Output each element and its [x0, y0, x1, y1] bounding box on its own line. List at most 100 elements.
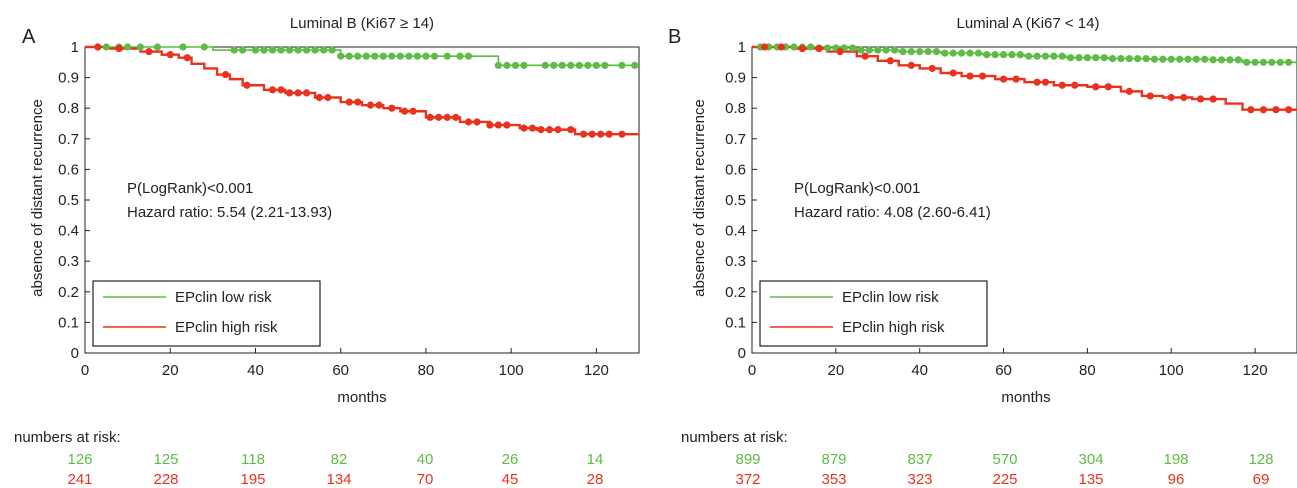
x-tick-label: 120 — [1243, 362, 1268, 379]
x-axis-label: months — [1001, 389, 1050, 406]
high-risk-censor-mark — [545, 126, 554, 134]
low-risk-censor-mark — [1176, 55, 1184, 63]
low-risk-censor-mark — [1008, 51, 1016, 59]
high-risk-censor-mark — [354, 98, 362, 106]
high-risk-censor-mark — [528, 124, 537, 132]
legend-box — [759, 280, 988, 347]
high-risk-censor-mark — [494, 121, 502, 129]
low-risk-censor-mark — [941, 49, 949, 57]
high-risk-censor-mark — [836, 47, 844, 56]
high-risk-censor-mark — [315, 93, 323, 102]
logrank-annotation: P(LogRank)<0.001 — [794, 180, 920, 197]
low-risk-censor-mark — [1058, 52, 1066, 60]
risk-high-value: 28 — [587, 471, 604, 488]
high-risk-censor-mark — [345, 98, 353, 106]
low-risk-censor-mark — [511, 61, 520, 69]
risk-low-value: 570 — [992, 451, 1017, 468]
low-risk-censor-mark — [601, 61, 609, 69]
low-risk-censor-mark — [430, 52, 439, 60]
high-risk-censor-mark — [443, 113, 451, 121]
low-risk-censor-mark — [1285, 58, 1293, 66]
low-risk-censor-mark — [991, 51, 999, 59]
low-risk-censor-mark — [983, 51, 991, 59]
low-risk-censor-mark — [285, 46, 294, 54]
low-risk-censor-mark — [311, 46, 319, 54]
risk-low-value: 14 — [587, 451, 604, 468]
y-tick-label: 0 — [738, 345, 746, 362]
risk-low-value: 128 — [1248, 451, 1273, 468]
x-tick-label: 80 — [1079, 362, 1096, 379]
y-tick-label: 0.6 — [58, 161, 79, 178]
x-ticks: 0 20 40 60 80 100 120 — [748, 348, 1268, 379]
low-risk-censor-mark — [371, 52, 379, 60]
high-risk-censor-mark — [1180, 93, 1188, 102]
low-risk-censor-mark — [1259, 58, 1268, 66]
high-risk-censor-mark — [537, 126, 545, 134]
chart-title: Luminal B (Ki67 ≥ 14) — [290, 15, 434, 32]
low-risk-censor-mark — [631, 61, 639, 69]
low-risk-censor-mark — [882, 46, 890, 54]
low-risk-censor-mark — [1142, 55, 1150, 63]
legend-label-high-risk: EPclin high risk — [842, 319, 945, 336]
risk-high-value: 241 — [67, 471, 92, 488]
low-risk-censor-mark — [277, 46, 285, 54]
low-risk-censor-mark — [354, 52, 362, 60]
low-risk-censor-mark — [1243, 58, 1251, 66]
low-risk-censor-mark — [558, 61, 566, 69]
low-risk-censor-mark — [239, 46, 247, 54]
numbers-at-risk-label: numbers at risk: — [681, 429, 788, 446]
high-risk-censor-mark — [999, 75, 1008, 83]
low-risk-censor-mark — [958, 49, 966, 57]
high-risk-censor-mark — [435, 113, 443, 121]
risk-low-value: 118 — [241, 451, 265, 468]
y-tick-label: 0.3 — [725, 253, 746, 270]
high-risk-censor-mark — [861, 52, 869, 60]
numbers-at-risk-high: 372 353 323 225 135 96 69 — [735, 471, 1269, 488]
high-risk-censor-mark — [324, 93, 332, 102]
high-risk-censor-mark — [268, 86, 277, 94]
high-risk-censor-mark — [1146, 92, 1154, 100]
low-risk-censor-mark — [1050, 52, 1058, 60]
low-risk-censor-mark — [260, 46, 268, 54]
logrank-annotation: P(LogRank)<0.001 — [127, 180, 253, 197]
risk-low-value: 82 — [331, 451, 348, 468]
low-risk-censor-mark — [294, 46, 302, 54]
numbers-at-risk-low: 899 879 837 570 304 198 128 — [735, 451, 1273, 468]
low-risk-censor-mark — [268, 46, 277, 54]
low-risk-censor-mark — [823, 44, 832, 52]
high-risk-censor-mark — [760, 43, 769, 51]
x-axis-label: months — [337, 389, 386, 406]
risk-high-value: 353 — [821, 471, 846, 488]
low-risk-censor-mark — [503, 61, 511, 69]
x-tick-label: 120 — [584, 362, 609, 379]
low-risk-censor-mark — [1201, 55, 1209, 63]
high-risk-censor-mark — [554, 126, 562, 134]
high-risk-censor-mark — [1247, 106, 1255, 114]
low-risk-censor-mark — [1016, 51, 1024, 59]
low-risk-censor-mark — [494, 61, 502, 69]
high-risk-curve — [85, 45, 639, 136]
low-risk-censor-mark — [618, 61, 626, 69]
legend-label-high-risk: EPclin high risk — [175, 319, 278, 336]
low-risk-censor-mark — [890, 46, 899, 54]
y-axis-label: absence of distant recurrence — [29, 99, 46, 297]
low-risk-censor-mark — [1100, 54, 1108, 62]
risk-high-value: 225 — [992, 471, 1017, 488]
panel-letter: B — [668, 26, 681, 48]
y-axis-label: absence of distant recurrence — [691, 99, 708, 297]
low-risk-censor-mark — [1184, 55, 1192, 63]
y-tick-label: 0.4 — [58, 223, 79, 240]
y-tick-label: 0.8 — [725, 100, 746, 117]
high-risk-censor-mark — [388, 104, 396, 112]
low-risk-censor-mark — [124, 43, 132, 51]
y-tick-label: 0.2 — [58, 284, 79, 301]
low-risk-censor-mark — [230, 46, 238, 54]
x-tick-label: 100 — [499, 362, 524, 379]
low-risk-censor-mark — [1268, 58, 1276, 66]
x-ticks: 0 20 40 60 80 100 120 — [81, 348, 609, 379]
low-risk-censor-mark — [974, 49, 982, 57]
legend: EPclin low risk EPclin high risk — [759, 280, 988, 347]
high-risk-censor-mark — [618, 130, 626, 138]
legend-label-low-risk: EPclin low risk — [842, 289, 939, 306]
low-risk-censor-mark — [1092, 54, 1100, 62]
